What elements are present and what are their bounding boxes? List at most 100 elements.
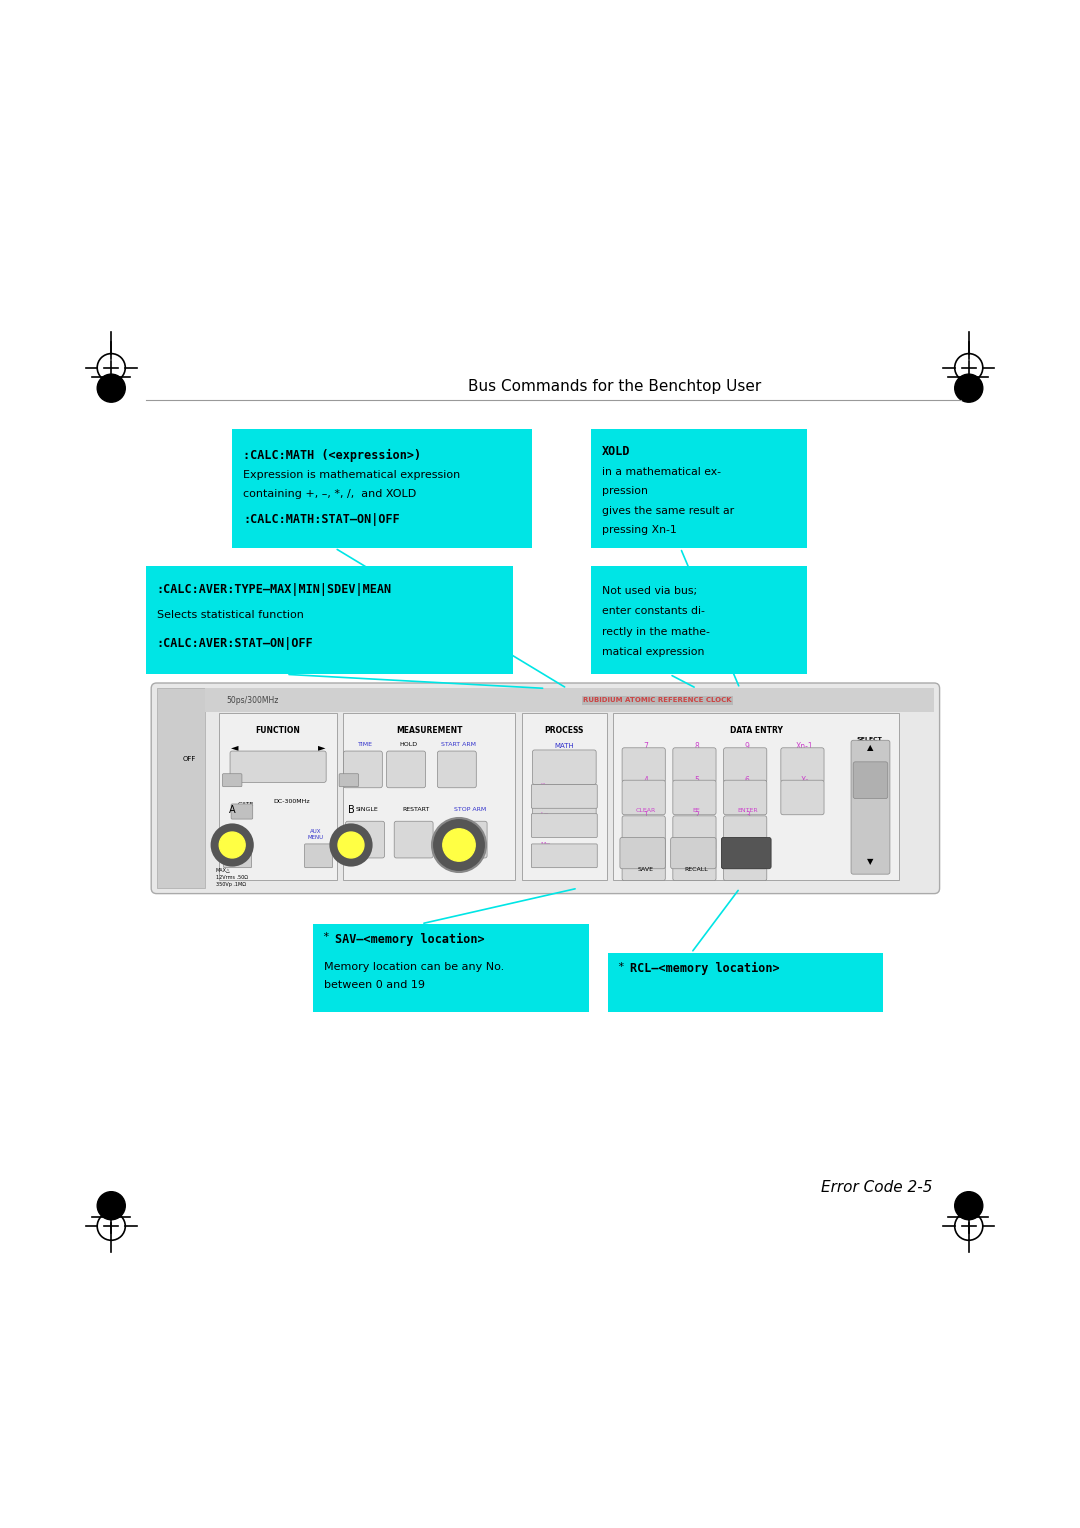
Text: :CALC:MATH:STAT–ON|OFF: :CALC:MATH:STAT–ON|OFF bbox=[243, 513, 400, 527]
Text: Bus Commands for the Benchtop User: Bus Commands for the Benchtop User bbox=[468, 379, 761, 394]
FancyBboxPatch shape bbox=[387, 752, 426, 788]
Text: pression: pression bbox=[602, 486, 647, 497]
FancyBboxPatch shape bbox=[219, 714, 337, 880]
Text: STOP ARM: STOP ARM bbox=[454, 807, 486, 813]
Text: 9: 9 bbox=[745, 743, 750, 752]
Text: 8: 8 bbox=[694, 743, 699, 752]
FancyBboxPatch shape bbox=[673, 816, 716, 851]
FancyBboxPatch shape bbox=[620, 837, 665, 869]
FancyBboxPatch shape bbox=[531, 843, 597, 868]
Text: Selects statistical function: Selects statistical function bbox=[157, 610, 303, 619]
Text: ▲: ▲ bbox=[867, 743, 874, 752]
FancyBboxPatch shape bbox=[146, 567, 513, 674]
Text: 6: 6 bbox=[745, 776, 750, 785]
Text: MAX△: MAX△ bbox=[216, 866, 231, 872]
Text: RESTART: RESTART bbox=[402, 807, 430, 813]
Text: ◄: ◄ bbox=[231, 743, 238, 752]
Text: GATE: GATE bbox=[238, 802, 254, 807]
Text: SELECT
SET: SELECT SET bbox=[856, 736, 882, 747]
FancyBboxPatch shape bbox=[853, 762, 888, 799]
Text: *: * bbox=[617, 961, 623, 972]
FancyBboxPatch shape bbox=[532, 750, 596, 784]
FancyBboxPatch shape bbox=[781, 747, 824, 782]
FancyBboxPatch shape bbox=[724, 816, 767, 851]
FancyBboxPatch shape bbox=[448, 821, 487, 857]
FancyBboxPatch shape bbox=[724, 747, 767, 782]
Text: A: A bbox=[229, 805, 235, 814]
Text: matical expression: matical expression bbox=[602, 648, 704, 657]
FancyBboxPatch shape bbox=[231, 804, 253, 819]
FancyBboxPatch shape bbox=[622, 816, 665, 851]
Text: .: . bbox=[696, 843, 698, 853]
Circle shape bbox=[443, 828, 475, 862]
FancyBboxPatch shape bbox=[724, 781, 767, 814]
Text: 12Vrms .50Ω: 12Vrms .50Ω bbox=[216, 874, 248, 880]
FancyBboxPatch shape bbox=[673, 848, 716, 880]
Text: FUNCTION: FUNCTION bbox=[256, 726, 300, 735]
Text: Error Code 2-5: Error Code 2-5 bbox=[821, 1180, 932, 1195]
Text: TIME: TIME bbox=[357, 743, 373, 747]
Text: 350Vp .1MΩ: 350Vp .1MΩ bbox=[216, 882, 246, 888]
FancyBboxPatch shape bbox=[313, 924, 589, 1013]
Text: Xn-1: Xn-1 bbox=[796, 743, 813, 752]
Text: SAVE: SAVE bbox=[638, 866, 653, 872]
Circle shape bbox=[338, 833, 364, 857]
FancyBboxPatch shape bbox=[232, 429, 532, 549]
FancyBboxPatch shape bbox=[721, 837, 771, 869]
FancyBboxPatch shape bbox=[394, 821, 433, 857]
FancyBboxPatch shape bbox=[673, 781, 716, 814]
Text: MENU: MENU bbox=[231, 837, 251, 842]
FancyBboxPatch shape bbox=[673, 747, 716, 782]
FancyBboxPatch shape bbox=[622, 781, 665, 814]
Text: XOLD: XOLD bbox=[602, 445, 630, 458]
Circle shape bbox=[955, 374, 983, 402]
Text: DC-300MHz: DC-300MHz bbox=[273, 799, 310, 804]
Text: between 0 and 19: between 0 and 19 bbox=[324, 979, 426, 990]
Text: 3: 3 bbox=[745, 811, 750, 821]
Text: ENTER: ENTER bbox=[737, 808, 758, 813]
Text: TRIG: TRIG bbox=[343, 781, 359, 785]
FancyBboxPatch shape bbox=[622, 747, 665, 782]
FancyBboxPatch shape bbox=[230, 752, 326, 782]
Text: OFF: OFF bbox=[183, 756, 195, 761]
Text: Memory location can be any No.: Memory location can be any No. bbox=[324, 961, 504, 972]
FancyBboxPatch shape bbox=[522, 714, 607, 880]
Text: 1: 1 bbox=[644, 811, 648, 821]
Text: HOLD: HOLD bbox=[400, 743, 417, 747]
FancyBboxPatch shape bbox=[851, 740, 890, 874]
FancyBboxPatch shape bbox=[622, 848, 665, 880]
FancyBboxPatch shape bbox=[222, 773, 242, 787]
Text: MEASUREMENT: MEASUREMENT bbox=[396, 726, 462, 735]
Text: AUX
MENU: AUX MENU bbox=[308, 828, 323, 839]
Text: M=: M= bbox=[540, 842, 551, 847]
Text: in a mathematical ex-: in a mathematical ex- bbox=[602, 468, 720, 477]
FancyBboxPatch shape bbox=[608, 953, 883, 1013]
FancyBboxPatch shape bbox=[724, 848, 767, 880]
Text: Not used via bus;: Not used via bus; bbox=[602, 585, 697, 596]
FancyBboxPatch shape bbox=[437, 752, 476, 788]
Text: PROCESS: PROCESS bbox=[544, 726, 584, 735]
Text: 2: 2 bbox=[694, 811, 699, 821]
Circle shape bbox=[329, 824, 373, 866]
Text: +/-: +/- bbox=[742, 843, 753, 853]
Text: ▼: ▼ bbox=[867, 857, 874, 866]
Text: RUBIDIUM ATOMIC REFERENCE CLOCK: RUBIDIUM ATOMIC REFERENCE CLOCK bbox=[583, 697, 732, 703]
FancyBboxPatch shape bbox=[531, 784, 597, 808]
FancyBboxPatch shape bbox=[781, 781, 824, 814]
Bar bbox=[205, 689, 934, 712]
FancyBboxPatch shape bbox=[591, 567, 807, 674]
Text: enter constants di-: enter constants di- bbox=[602, 607, 704, 616]
Text: Expression is mathematical expression: Expression is mathematical expression bbox=[243, 471, 460, 480]
Text: 50ps/300MHz: 50ps/300MHz bbox=[227, 695, 279, 704]
Text: 4: 4 bbox=[644, 776, 648, 785]
Text: 0: 0 bbox=[644, 843, 648, 853]
Text: RECALL: RECALL bbox=[685, 866, 708, 872]
Text: pressing Xn-1: pressing Xn-1 bbox=[602, 526, 676, 535]
FancyBboxPatch shape bbox=[151, 683, 940, 894]
Text: :CALC:MATH (<expression>): :CALC:MATH (<expression>) bbox=[243, 449, 421, 461]
Circle shape bbox=[432, 817, 486, 872]
Circle shape bbox=[955, 1192, 983, 1219]
Text: EE: EE bbox=[692, 808, 701, 813]
Text: B: B bbox=[348, 805, 354, 814]
Text: CLEAR: CLEAR bbox=[636, 808, 656, 813]
